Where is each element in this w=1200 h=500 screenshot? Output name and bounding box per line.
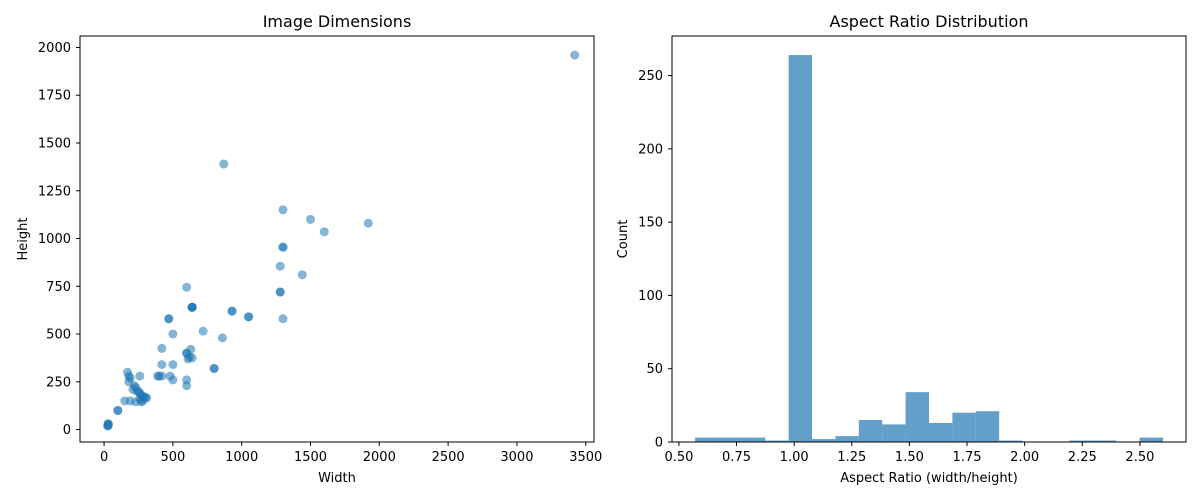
histogram-bar	[1139, 437, 1163, 442]
scatter-point	[275, 261, 285, 271]
x-tick-label: 1.50	[895, 450, 924, 465]
scatter-x-axis-label: Width	[318, 471, 356, 486]
histogram-bar	[905, 392, 929, 442]
x-tick-label: 0.75	[722, 450, 751, 465]
x-tick-label: 2.50	[1125, 450, 1154, 465]
scatter-title: Image Dimensions	[263, 12, 412, 31]
x-tick-label: 3500	[569, 450, 602, 465]
y-tick-label: 0	[63, 423, 71, 438]
scatter-point	[278, 314, 288, 324]
scatter-points	[103, 50, 580, 431]
histogram-bar	[718, 437, 742, 442]
x-tick-label: 500	[160, 450, 185, 465]
scatter-point	[168, 360, 178, 370]
scatter-point	[297, 270, 307, 280]
scatter-point	[227, 306, 237, 316]
histogram-bar	[812, 439, 836, 442]
x-tick-label: 1000	[225, 450, 258, 465]
scatter-point	[157, 371, 167, 381]
scatter-point	[103, 421, 113, 431]
scatter-x-ticks: 0 500 1000 1500 2000 2500 3000 3500	[100, 442, 602, 465]
scatter-point	[244, 312, 254, 322]
scatter-y-axis-label: Height	[16, 218, 31, 261]
scatter-point	[278, 205, 288, 215]
x-tick-label: 1.75	[953, 450, 982, 465]
y-tick-label: 2000	[38, 41, 71, 56]
scatter-chart: 0 500 1000 1500 2000 2500 3000 3500 0 250 500 750 1…	[16, 12, 602, 486]
y-tick-label: 250	[46, 375, 71, 390]
histogram-bar	[975, 411, 1000, 442]
scatter-point	[278, 242, 288, 252]
y-tick-label: 1500	[38, 136, 71, 151]
y-tick-label: 50	[646, 362, 663, 377]
histogram-y-axis-label: Count	[616, 220, 631, 259]
scatter-point	[570, 50, 580, 60]
scatter-y-ticks: 0 250 500 750 1000 1250 1500 1750 2000	[38, 41, 80, 438]
scatter-plot-area	[80, 36, 594, 442]
scatter-point	[182, 282, 192, 292]
histogram-title: Aspect Ratio Distribution	[830, 12, 1029, 31]
scatter-point	[275, 287, 285, 297]
histogram-bars	[695, 55, 1163, 443]
x-tick-label: 0.50	[664, 450, 693, 465]
scatter-point	[138, 396, 148, 406]
histogram-y-ticks: 0 50 100 150 200 250	[638, 69, 672, 451]
scatter-point	[157, 360, 167, 370]
scatter-point	[168, 329, 178, 339]
histogram-bar	[952, 412, 976, 442]
scatter-point	[182, 381, 192, 391]
histogram-bar	[741, 437, 766, 442]
scatter-point	[135, 371, 145, 381]
scatter-point	[113, 405, 123, 415]
x-tick-label: 2500	[432, 450, 465, 465]
histogram-axes-frame	[671, 35, 1187, 443]
y-tick-label: 250	[638, 69, 663, 84]
scatter-point	[157, 343, 167, 353]
histogram-chart: 0.50 0.75 1.00 1.25 1.50 1.75 2.00 2.25 2.50 0 50…	[616, 12, 1187, 486]
histogram-bar	[1069, 440, 1093, 442]
histogram-bar	[929, 422, 953, 442]
scatter-point	[363, 218, 373, 228]
y-tick-label: 200	[638, 142, 663, 157]
scatter-point	[183, 354, 193, 364]
histogram-bar	[695, 437, 719, 442]
histogram-bar	[999, 440, 1023, 442]
histogram-bar	[835, 436, 859, 442]
histogram-bar	[765, 440, 789, 442]
y-tick-label: 0	[655, 436, 663, 451]
scatter-point	[217, 333, 227, 343]
y-tick-label: 1750	[38, 89, 71, 104]
y-tick-label: 100	[638, 289, 663, 304]
y-tick-label: 500	[46, 328, 71, 343]
scatter-point	[187, 302, 197, 312]
histogram-bar	[788, 55, 813, 443]
scatter-point	[319, 227, 329, 237]
scatter-axes-frame	[79, 35, 595, 443]
scatter-point	[219, 159, 229, 169]
scatter-point	[306, 214, 316, 224]
histogram-x-axis-label: Aspect Ratio (width/height)	[840, 471, 1018, 486]
x-tick-label: 1500	[294, 450, 327, 465]
histogram-bar	[1092, 440, 1117, 442]
y-tick-label: 150	[638, 216, 663, 231]
y-tick-label: 1250	[38, 184, 71, 199]
histogram-bar	[882, 424, 906, 442]
scatter-point	[164, 314, 174, 324]
scatter-point	[198, 326, 208, 336]
x-tick-label: 2.25	[1068, 450, 1097, 465]
histogram-bar	[858, 420, 883, 442]
scatter-point	[209, 363, 219, 373]
x-tick-label: 1.00	[780, 450, 809, 465]
y-tick-label: 750	[46, 280, 71, 295]
scatter-point	[168, 375, 178, 385]
x-tick-label: 3000	[500, 450, 533, 465]
y-tick-label: 1000	[38, 232, 71, 247]
histogram-plot-area	[672, 36, 1186, 442]
x-tick-label: 2.00	[1010, 450, 1039, 465]
histogram-x-ticks: 0.50 0.75 1.00 1.25 1.50 1.75 2.00 2.25 2.50	[664, 442, 1154, 465]
x-tick-label: 1.25	[837, 450, 866, 465]
x-tick-label: 0	[100, 450, 108, 465]
x-tick-label: 2000	[363, 450, 396, 465]
